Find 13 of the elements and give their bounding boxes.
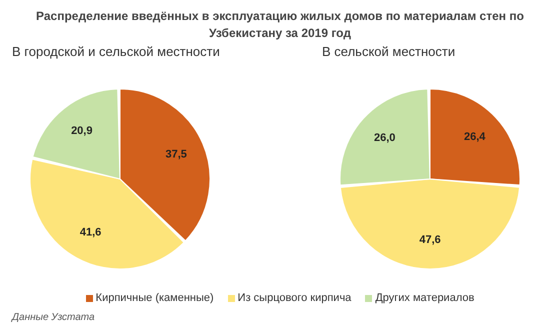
text: Данные Узстата: [12, 312, 95, 323]
legend-label: Из сырцового кирпича: [236, 292, 352, 304]
data-label: 37,5: [165, 148, 187, 161]
data-label: 41,6: [80, 226, 102, 239]
data-label: 26,0: [374, 132, 396, 144]
data-label: 47,6: [419, 234, 441, 246]
legend-label: Кирпичные (каменные): [94, 292, 214, 304]
legend-label: Других материалов: [374, 292, 474, 304]
chart-subtitle: В сельской местности: [322, 44, 456, 59]
chart-subtitle: В городской и сельской местности: [12, 44, 220, 59]
data-label: 26,4: [464, 131, 486, 144]
chart-title: Распределение введённых в эксплуатацию жилых домов по материалам стен по Узбекистану за 2019 год: [35, 8, 525, 42]
data-label: 20,9: [71, 125, 92, 138]
